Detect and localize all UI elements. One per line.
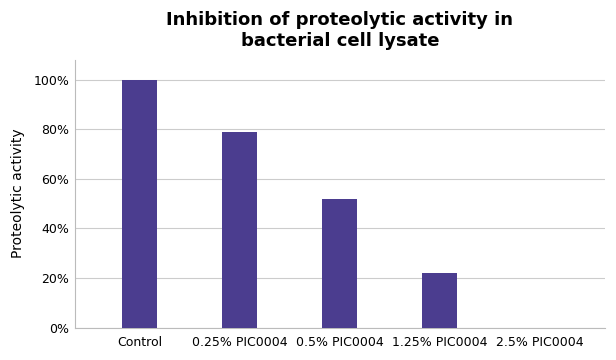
Bar <box>322 199 357 328</box>
Bar <box>423 273 458 328</box>
Title: Inhibition of proteolytic activity in
bacterial cell lysate: Inhibition of proteolytic activity in ba… <box>166 11 513 50</box>
Bar <box>222 132 257 328</box>
Bar <box>123 80 157 328</box>
Y-axis label: Proteolytic activity: Proteolytic activity <box>11 129 25 258</box>
